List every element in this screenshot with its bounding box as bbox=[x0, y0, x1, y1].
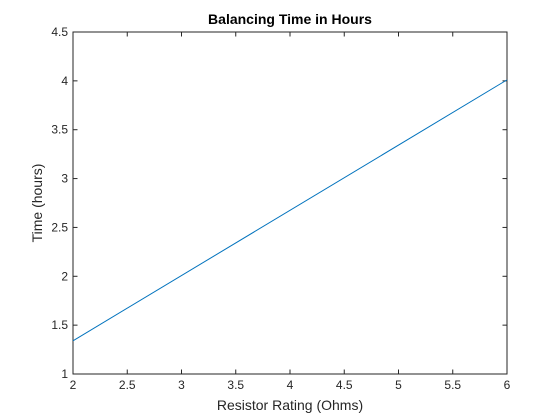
y-axis-label: Time (hours) bbox=[29, 164, 45, 243]
x-axis-label: Resistor Rating (Ohms) bbox=[217, 397, 363, 413]
x-tick-label: 4.5 bbox=[336, 378, 353, 392]
y-tick-label: 4.5 bbox=[51, 25, 68, 39]
y-tick-label: 2 bbox=[61, 269, 68, 283]
y-tick-label: 3 bbox=[61, 172, 68, 186]
x-tick-label: 4 bbox=[287, 378, 294, 392]
y-axis-ticks: 1 1.5 2 2.5 3 3.5 4 4.5 bbox=[51, 25, 507, 381]
x-tick-label: 6 bbox=[504, 378, 511, 392]
y-tick-label: 1 bbox=[61, 367, 68, 381]
x-tick-label: 3 bbox=[178, 378, 185, 392]
y-tick-label: 2.5 bbox=[51, 220, 68, 234]
y-tick-label: 3.5 bbox=[51, 123, 68, 137]
y-tick-label: 1.5 bbox=[51, 318, 68, 332]
chart-title: Balancing Time in Hours bbox=[208, 11, 372, 27]
x-tick-label: 2.5 bbox=[119, 378, 136, 392]
x-axis-ticks: 2 2.5 3 3.5 4 4.5 5 5.5 6 bbox=[70, 32, 511, 392]
x-tick-label: 3.5 bbox=[227, 378, 244, 392]
plot-area bbox=[72, 31, 508, 375]
x-tick-label: 2 bbox=[70, 378, 77, 392]
x-tick-label: 5 bbox=[395, 378, 402, 392]
series-line bbox=[72, 79, 508, 342]
x-tick-label: 5.5 bbox=[444, 378, 461, 392]
y-tick-label: 4 bbox=[61, 74, 68, 88]
series-layer bbox=[72, 79, 508, 342]
